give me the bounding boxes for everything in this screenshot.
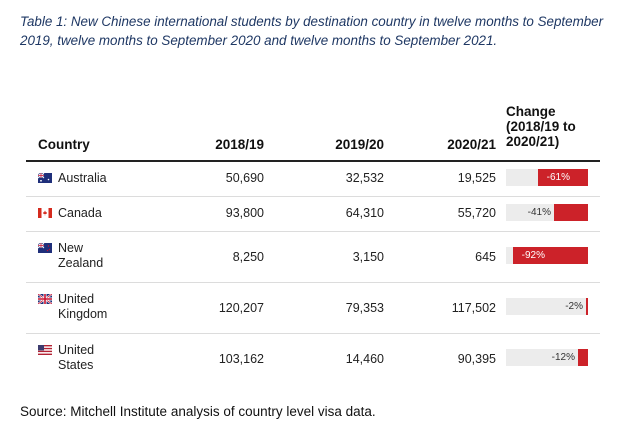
change-bar-track: -2% <box>506 298 588 315</box>
value-2020-21: 645 <box>475 250 496 264</box>
country-name: Canada <box>58 206 102 220</box>
change-label: -12% <box>551 352 575 363</box>
change-bar <box>586 298 588 315</box>
table-row: United Kingdom 120,207 79,353 117,502 -2… <box>26 283 600 334</box>
data-table: Country 2018/19 2019/20 2020/21 Change (… <box>26 100 600 384</box>
value-2019-20: 79,353 <box>345 301 384 315</box>
value-2018-19: 93,800 <box>225 206 264 220</box>
value-2019-20: 3,150 <box>352 250 384 264</box>
value-2020-21: 19,525 <box>457 171 496 185</box>
change-bar-track: -41% <box>506 204 588 221</box>
table-caption: Table 1: New Chinese international stude… <box>20 14 604 48</box>
value-2020-21: 90,395 <box>457 352 496 366</box>
country-cell: United States <box>38 343 94 373</box>
united-kingdom-flag-icon <box>38 294 52 304</box>
value-2019-20: 32,532 <box>345 171 384 185</box>
table-header: Country 2018/19 2019/20 2020/21 Change (… <box>26 100 600 162</box>
country-cell: New Zealand <box>38 241 103 271</box>
change-label: -61% <box>546 172 570 183</box>
header-change: Change (2018/19 to 2020/21) <box>506 104 576 149</box>
australia-flag-icon <box>38 173 52 183</box>
header-2019-20: 2019/20 <box>335 137 384 152</box>
canada-flag-icon <box>38 208 52 218</box>
united-states-flag-icon <box>38 345 52 355</box>
header-country: Country <box>38 137 90 152</box>
country-name: Australia <box>58 171 107 185</box>
source-note: Source: Mitchell Institute analysis of c… <box>20 404 376 419</box>
value-2018-19: 50,690 <box>225 171 264 185</box>
change-bar <box>554 204 588 221</box>
value-2020-21: 117,502 <box>451 301 496 315</box>
country-name-line2: Kingdom <box>58 307 108 321</box>
table-row: United States 103,162 14,460 90,395 -12% <box>26 334 600 384</box>
country-name: United <box>58 343 95 357</box>
change-label: -41% <box>527 207 551 218</box>
change-bar <box>513 247 588 264</box>
change-label: -92% <box>521 250 545 261</box>
table-row: Canada 93,800 64,310 55,720 -41% <box>26 197 600 232</box>
country-name: New <box>58 241 84 255</box>
change-bar <box>578 349 588 366</box>
change-label: -2% <box>565 301 583 312</box>
change-bar-track: -12% <box>506 349 588 366</box>
country-cell: Canada <box>38 206 102 221</box>
value-2019-20: 14,460 <box>345 352 384 366</box>
header-2018-19: 2018/19 <box>215 137 264 152</box>
table-row: Australia 50,690 32,532 19,525 -61% <box>26 162 600 197</box>
change-bar-track: -61% <box>506 169 588 186</box>
value-2018-19: 8,250 <box>232 250 264 264</box>
header-2020-21: 2020/21 <box>447 137 496 152</box>
country-name-line2: Zealand <box>58 256 104 270</box>
country-cell: Australia <box>38 171 107 186</box>
country-name: United <box>58 292 95 306</box>
value-2018-19: 120,207 <box>218 301 264 315</box>
country-cell: United Kingdom <box>38 292 107 322</box>
country-name-line2: States <box>58 358 94 372</box>
change-bar-track: -92% <box>506 247 588 264</box>
change-bar <box>538 169 588 186</box>
new-zealand-flag-icon <box>38 243 52 253</box>
value-2018-19: 103,162 <box>218 352 264 366</box>
table-row: New Zealand 8,250 3,150 645 -92% <box>26 232 600 283</box>
value-2019-20: 64,310 <box>345 206 384 220</box>
value-2020-21: 55,720 <box>457 206 496 220</box>
